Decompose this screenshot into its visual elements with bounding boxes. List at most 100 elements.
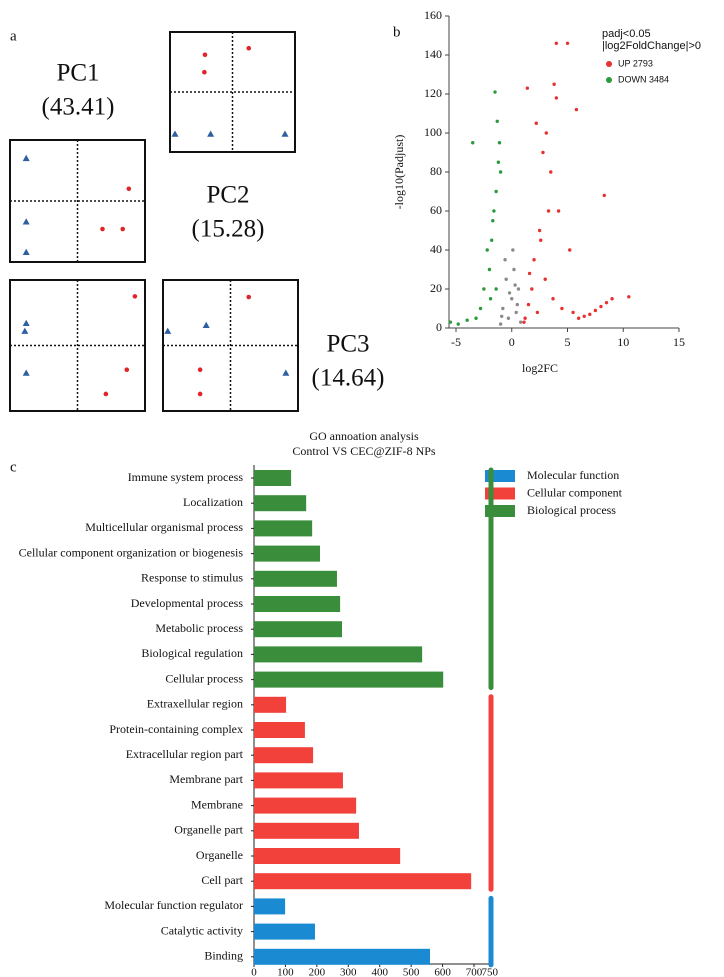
- pc-label: PC2: [206, 182, 249, 209]
- x-tick-label: 15: [673, 335, 685, 349]
- category-label: Molecular function regulator: [104, 898, 243, 912]
- point: [197, 391, 203, 397]
- point: [582, 314, 586, 318]
- y-tick-label: 160: [424, 8, 442, 22]
- point: [197, 367, 203, 373]
- x-tick-label: -5: [451, 335, 461, 349]
- chart-subtitle: Control VS CEC@ZIF-8 NPs: [292, 444, 436, 458]
- point: [282, 369, 290, 376]
- point: [541, 150, 545, 155]
- y-tick-label: 80: [430, 164, 442, 178]
- pc-label: PC3: [326, 331, 369, 358]
- point: [132, 294, 138, 299]
- bar: [254, 696, 287, 713]
- point: [552, 82, 556, 86]
- point: [171, 130, 179, 137]
- point: [514, 310, 518, 315]
- y-tick-label: 140: [424, 47, 442, 61]
- point: [448, 320, 453, 324]
- point: [465, 318, 469, 322]
- point: [471, 141, 475, 145]
- point: [506, 316, 511, 320]
- y-tick-label: 20: [430, 281, 442, 295]
- point: [202, 69, 207, 75]
- category-label: Extracellular region part: [126, 747, 244, 761]
- legend-title: padj<0.05: [602, 28, 651, 40]
- panel-letter: c: [10, 459, 17, 475]
- point: [523, 316, 527, 320]
- legend-marker: [606, 61, 612, 67]
- point: [551, 297, 555, 301]
- point: [497, 141, 502, 145]
- category-label: Response to stimulus: [141, 571, 243, 585]
- bar: [254, 873, 472, 890]
- bar: [254, 923, 315, 940]
- bar: [254, 822, 359, 839]
- point: [627, 295, 631, 299]
- category-label: Metabolic process: [155, 621, 243, 635]
- x-tick-label: 300: [340, 967, 357, 977]
- legend-title: |log2FoldChange|>0: [602, 40, 701, 52]
- point: [498, 322, 503, 326]
- point: [518, 320, 523, 324]
- point: [126, 186, 132, 192]
- point: [568, 248, 572, 252]
- point: [202, 321, 210, 328]
- legend-swatch: [485, 505, 515, 517]
- point: [507, 291, 512, 295]
- point: [493, 90, 497, 94]
- x-tick-label: 0: [251, 967, 257, 977]
- panel-letter: b: [393, 24, 401, 40]
- point: [539, 238, 543, 242]
- point: [527, 271, 532, 276]
- x-tick-label: 0: [509, 335, 515, 349]
- category-label: Developmental process: [131, 596, 244, 610]
- point: [474, 316, 478, 320]
- category-label: Cellular component organization or bioge…: [19, 545, 244, 559]
- category-label: Binding: [204, 949, 243, 963]
- y-tick-label: 40: [430, 242, 442, 256]
- x-tick-label: 5: [565, 335, 571, 349]
- point: [535, 310, 540, 315]
- category-label: Catalytic activity: [161, 923, 243, 937]
- legend-label: DOWN 3484: [618, 74, 669, 84]
- y-axis-label: -log10(Padjust): [392, 135, 406, 210]
- category-label: Multicellular organismal process: [85, 520, 243, 534]
- panel-letter: a: [10, 28, 17, 44]
- point: [494, 287, 498, 291]
- bar: [254, 646, 423, 663]
- point: [164, 327, 172, 334]
- point: [246, 294, 252, 300]
- point: [537, 228, 542, 233]
- point: [516, 287, 521, 291]
- bar: [254, 520, 313, 537]
- category-label: Localization: [183, 495, 243, 509]
- x-tick-label: 200: [309, 967, 326, 977]
- point: [543, 277, 547, 281]
- point: [22, 369, 30, 376]
- category-label: Membrane part: [169, 772, 243, 786]
- pc-variance: (14.64): [312, 365, 385, 392]
- category-label: Protein-containing complex: [109, 722, 243, 736]
- category-label: Organelle: [196, 848, 243, 862]
- point: [501, 306, 505, 311]
- point: [500, 314, 504, 318]
- point: [560, 306, 564, 311]
- point: [515, 302, 520, 307]
- bar: [254, 596, 341, 612]
- point: [482, 287, 486, 291]
- point: [22, 319, 30, 327]
- point: [492, 209, 496, 213]
- chart-title: GO annoation analysis: [309, 429, 419, 443]
- category-label: Immune system process: [128, 470, 244, 484]
- point: [530, 287, 534, 291]
- point: [576, 316, 581, 320]
- bar: [254, 545, 320, 562]
- point: [202, 52, 208, 58]
- point: [22, 248, 30, 256]
- y-tick-label: 60: [430, 203, 442, 217]
- point: [207, 130, 215, 137]
- bar: [254, 570, 337, 587]
- y-tick-label: 120: [424, 86, 442, 100]
